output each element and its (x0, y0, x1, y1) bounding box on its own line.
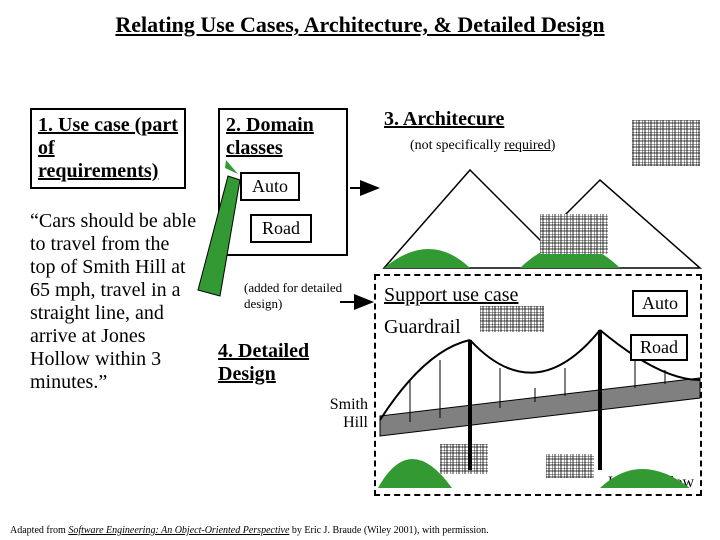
architecture-note-suffix: ) (551, 138, 556, 153)
detailed-class-auto: Auto (632, 290, 688, 317)
support-use-case-label: Support use case (384, 284, 518, 307)
attribution-book: Software Engineering: An Object-Oriented… (68, 525, 289, 536)
architecture-note-required: required (504, 138, 551, 153)
guardrail-label: Guardrail (384, 316, 461, 339)
detailed-design-frame: Support use case Guardrail Auto Road Jon… (374, 274, 702, 496)
label-smith-hill: Smith Hill (308, 396, 368, 432)
usecase-box: 1. Use case (part of requirements) (30, 108, 186, 189)
detailed-class-road: Road (630, 334, 688, 361)
attribution-suffix: by Eric J. Braude (Wiley 2001), with per… (289, 525, 488, 536)
usecase-quote: “Cars should be able to travel from the … (30, 210, 198, 394)
architecture-note: (not specifically required) (410, 138, 555, 154)
note-added-for-detailed: (added for detailed design) (244, 280, 354, 312)
architecture-note-prefix: (not specifically (410, 138, 504, 153)
page-title: Relating Use Cases, Architecture, & Deta… (0, 0, 720, 44)
usecase-heading: 1. Use case (part of requirements) (38, 114, 178, 183)
domain-class-road: Road (250, 214, 312, 243)
domain-heading: 2. Domain classes (226, 114, 340, 160)
architecture-heading: 3. Architecure (384, 108, 504, 131)
detailed-design-heading: 4. Detailed Design (218, 340, 358, 386)
domain-class-auto: Auto (240, 172, 300, 201)
domain-box: 2. Domain classes Auto Road (218, 108, 348, 256)
attribution: Adapted from Software Engineering: An Ob… (10, 525, 489, 536)
label-jones-hollow: Jones Hollow (606, 474, 694, 492)
attribution-prefix: Adapted from (10, 525, 68, 536)
